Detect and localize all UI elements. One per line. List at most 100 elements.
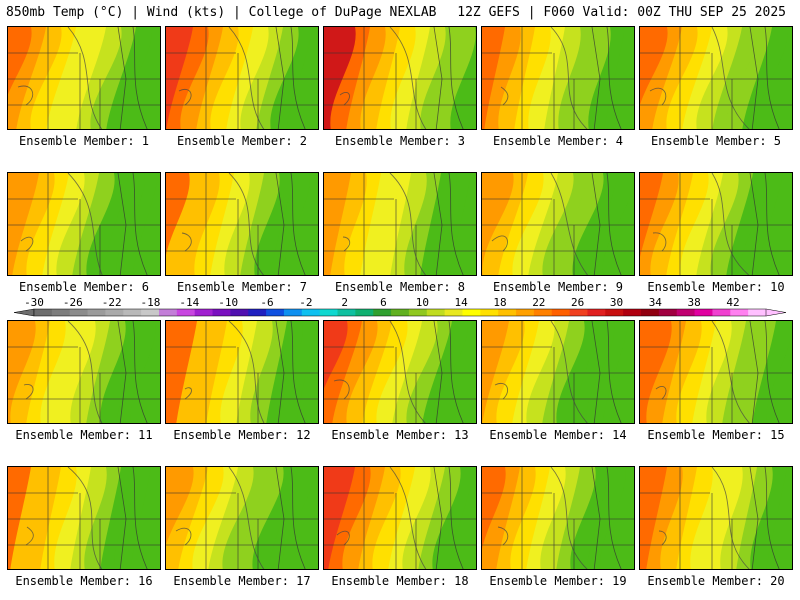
ensemble-panel bbox=[323, 172, 477, 276]
colorbar-tick-label: -6 bbox=[260, 296, 273, 309]
ensemble-panel bbox=[323, 320, 477, 424]
colorbar-tick-label: 42 bbox=[726, 296, 739, 309]
colorbar-tick-label: 26 bbox=[571, 296, 584, 309]
ensemble-panel bbox=[7, 26, 161, 130]
ensemble-member-label: Ensemble Member: 14 bbox=[489, 428, 627, 442]
ensemble-member-label: Ensemble Member: 16 bbox=[15, 574, 153, 588]
colorbar-swatch bbox=[658, 309, 678, 316]
colorbar-swatch bbox=[605, 309, 624, 316]
temperature-map bbox=[640, 321, 792, 423]
ensemble-panel bbox=[165, 320, 319, 424]
temperature-map bbox=[8, 173, 160, 275]
temperature-map bbox=[482, 321, 634, 423]
colorbar-swatch bbox=[87, 309, 106, 316]
ensemble-panel bbox=[323, 466, 477, 570]
ensemble-panel bbox=[481, 466, 635, 570]
colorbar-swatch bbox=[641, 309, 660, 316]
ensemble-panel bbox=[7, 320, 161, 424]
colorbar-swatch bbox=[587, 309, 606, 316]
colorbar-swatch bbox=[676, 309, 696, 316]
colorbar-swatch bbox=[34, 309, 53, 316]
colorbar-swatch bbox=[391, 309, 410, 316]
colorbar-swatch bbox=[194, 309, 214, 316]
ensemble-member-label: Ensemble Member: 5 bbox=[650, 134, 782, 148]
colorbar-swatch bbox=[712, 309, 731, 316]
temperature-map bbox=[324, 173, 476, 275]
colorbar-tick-label: -22 bbox=[102, 296, 122, 309]
colorbar-tick-label: -2 bbox=[299, 296, 312, 309]
colorbar-tick-label: -26 bbox=[63, 296, 83, 309]
colorbar-tick-label: 6 bbox=[380, 296, 387, 309]
header-run-info: 12Z GEFS | F060 Valid: 00Z THU SEP 25 20… bbox=[457, 5, 786, 20]
colorbar-swatch bbox=[141, 309, 160, 316]
temperature-map bbox=[324, 467, 476, 569]
colorbar-tick-label: 18 bbox=[493, 296, 506, 309]
colorbar-swatch bbox=[462, 309, 481, 316]
colorbar-swatch bbox=[426, 309, 446, 316]
colorbar-swatch bbox=[158, 309, 178, 316]
ensemble-member-label: Ensemble Member: 9 bbox=[492, 280, 624, 294]
colorbar-swatch bbox=[623, 309, 642, 316]
colorbar-tick-label: -14 bbox=[179, 296, 199, 309]
ensemble-panel bbox=[481, 320, 635, 424]
colorbar-swatch bbox=[230, 309, 249, 316]
temperature-map bbox=[324, 27, 476, 129]
colorbar-swatch bbox=[301, 309, 321, 316]
temperature-map bbox=[166, 467, 318, 569]
colorbar-tick-label: -18 bbox=[141, 296, 161, 309]
ensemble-panel bbox=[165, 26, 319, 130]
colorbar-swatch bbox=[748, 309, 767, 316]
colorbar-swatch bbox=[212, 309, 231, 316]
ensemble-member-label: Ensemble Member: 3 bbox=[334, 134, 466, 148]
colorbar-swatch bbox=[123, 309, 142, 316]
colorbar-arrow-left bbox=[13, 308, 35, 317]
ensemble-member-label: Ensemble Member: 15 bbox=[647, 428, 785, 442]
ensemble-panel bbox=[165, 466, 319, 570]
colorbar-swatch bbox=[480, 309, 499, 316]
ensemble-member-label: Ensemble Member: 12 bbox=[173, 428, 311, 442]
temperature-map bbox=[324, 321, 476, 423]
ensemble-member-label: Ensemble Member: 20 bbox=[647, 574, 785, 588]
colorbar-swatch bbox=[355, 309, 374, 316]
temperature-map bbox=[8, 467, 160, 569]
colorbar-swatch bbox=[319, 309, 339, 316]
ensemble-panel bbox=[165, 172, 319, 276]
ensemble-member-label: Ensemble Member: 6 bbox=[18, 280, 150, 294]
temperature-map bbox=[482, 27, 634, 129]
colorbar-tick-label: 10 bbox=[416, 296, 429, 309]
ensemble-panel bbox=[323, 26, 477, 130]
colorbar-tick-label: -30 bbox=[24, 296, 44, 309]
colorbar-tick-label: -10 bbox=[218, 296, 238, 309]
ensemble-member-label: Ensemble Member: 2 bbox=[176, 134, 308, 148]
temperature-map bbox=[166, 173, 318, 275]
colorbar-swatch bbox=[694, 309, 713, 316]
ensemble-panel bbox=[7, 466, 161, 570]
header-title: 850mb Temp (°C) | Wind (kts) | College o… bbox=[6, 5, 437, 20]
ensemble-panel bbox=[639, 466, 793, 570]
colorbar-swatch bbox=[408, 309, 428, 316]
colorbar-swatch bbox=[176, 309, 196, 316]
temperature-map bbox=[482, 467, 634, 569]
temperature-map bbox=[640, 27, 792, 129]
ensemble-member-label: Ensemble Member: 4 bbox=[492, 134, 624, 148]
ensemble-panel bbox=[639, 26, 793, 130]
colorbar-tick-label: 2 bbox=[341, 296, 348, 309]
colorbar-swatch bbox=[569, 309, 588, 316]
ensemble-member-label: Ensemble Member: 18 bbox=[331, 574, 469, 588]
colorbar-swatch bbox=[69, 309, 89, 316]
colorbar-swatch bbox=[373, 309, 392, 316]
colorbar-tick-label: 34 bbox=[649, 296, 663, 309]
temperature-map bbox=[640, 467, 792, 569]
colorbar-swatch bbox=[533, 309, 553, 316]
colorbar-swatch bbox=[51, 309, 71, 316]
temperature-map bbox=[482, 173, 634, 275]
temperature-map bbox=[640, 173, 792, 275]
colorbar-tick-label: 38 bbox=[688, 296, 701, 309]
ensemble-member-label: Ensemble Member: 7 bbox=[176, 280, 308, 294]
ensemble-panel bbox=[481, 26, 635, 130]
ensemble-member-label: Ensemble Member: 1 bbox=[18, 134, 150, 148]
colorbar-swatch bbox=[105, 309, 124, 316]
colorbar-tick-label: 22 bbox=[532, 296, 545, 309]
temperature-colorbar: -30 -26 -22 -18 -14 -10 -6 -2 2 6 10 14 18 22 26 30 34 38… bbox=[13, 296, 787, 317]
colorbar-swatch bbox=[551, 309, 571, 316]
